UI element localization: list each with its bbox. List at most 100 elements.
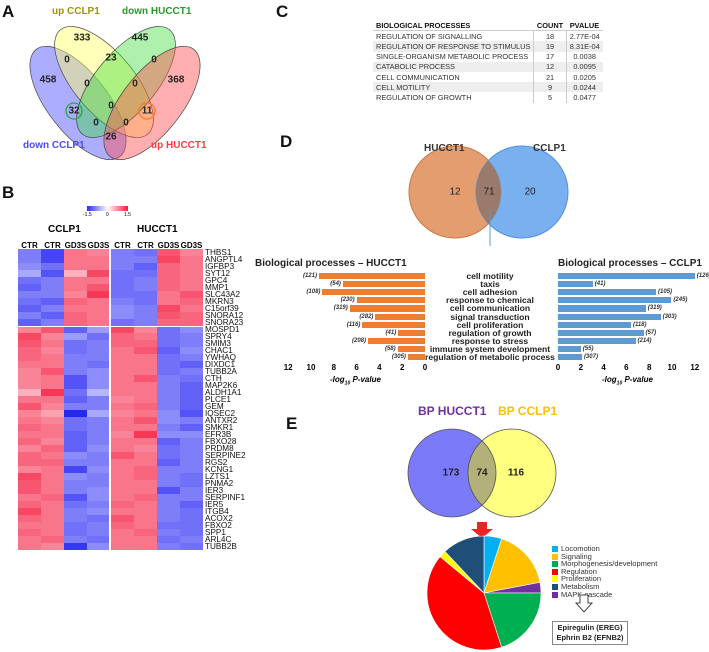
venn-a-count: 368 — [167, 74, 185, 86]
heatmap-cell — [64, 270, 87, 277]
venn-d-count: 71 — [483, 186, 495, 198]
venn-a-count: 0 — [132, 78, 138, 90]
heatmap-cell — [18, 508, 41, 515]
table-cell: 12 — [533, 61, 567, 72]
heatmap-cell — [180, 298, 203, 305]
gene-label: ITGB4 — [205, 507, 229, 516]
heatmap-cell — [64, 319, 87, 326]
legend-item: MAPK cascade — [552, 590, 612, 599]
xlabel-text: P-value — [350, 375, 381, 384]
bar-count-label: (55) — [582, 345, 594, 352]
heatmap-cell — [157, 445, 180, 452]
heatmap-cell — [87, 487, 110, 494]
heatmap-cell — [134, 347, 157, 354]
heatmap-cell — [18, 480, 41, 487]
heatmap-cell — [134, 256, 157, 263]
heatmap-cell — [18, 270, 41, 277]
heatmap-cell — [180, 459, 203, 466]
heatmap-cell — [41, 319, 64, 326]
heatmap-cell — [18, 291, 41, 298]
venn-a-label-up-hucct1: up HUCCT1 — [151, 140, 207, 151]
heatmap-cell — [64, 529, 87, 536]
heatmap-cell — [180, 445, 203, 452]
heatmap-cell — [87, 466, 110, 473]
legend-label: Signaling — [561, 551, 592, 561]
heatmap-cell — [64, 515, 87, 522]
pie-chart — [426, 535, 542, 651]
heatmap-cell — [111, 508, 134, 515]
heatmap-cell — [180, 417, 203, 424]
bar-cclp1 — [558, 289, 657, 296]
heatmap-cell — [134, 361, 157, 368]
heatmap-cell — [180, 389, 203, 396]
heatmap-cell — [64, 459, 87, 466]
venn-e-label-cclp1: BP CCLP1 — [498, 404, 558, 418]
x-tick-label: 10 — [306, 363, 316, 372]
gene-ereg: Epiregulin (EREG) — [557, 623, 623, 632]
heatmap-cell — [111, 417, 134, 424]
heatmap-divider — [18, 326, 203, 327]
heatmap-cell — [157, 396, 180, 403]
heatmap-cell — [134, 389, 157, 396]
heatmap-cell — [180, 529, 203, 536]
heatmap-cell — [41, 284, 64, 291]
heatmap-cell — [87, 291, 110, 298]
heatmap-cell — [87, 333, 110, 340]
table-row: REGULATION OF SIGNALLING 18 2.77E-04 — [373, 30, 603, 42]
heatmap-cell — [180, 501, 203, 508]
category-label: cell adhesion — [462, 287, 518, 298]
bar-count-label: (105) — [658, 289, 673, 296]
heatmap-cell — [157, 417, 180, 424]
heatmap-cell — [18, 319, 41, 326]
heatmap-cell — [41, 291, 64, 298]
heatmap-cell — [41, 305, 64, 312]
heatmap-cell — [180, 452, 203, 459]
heatmap-cell — [41, 396, 64, 403]
bar-cclp1 — [558, 273, 695, 280]
gene-label: PLCE1 — [205, 395, 231, 404]
heatmap-cell — [18, 529, 41, 536]
heatmap-cell — [64, 403, 87, 410]
heatmap-cell — [180, 319, 203, 326]
gene-label: PRDM8 — [205, 444, 234, 453]
heatmap-cell — [64, 298, 87, 305]
xlabel-sub: 10 — [344, 380, 351, 387]
heatmap-cell — [18, 466, 41, 473]
heatmap-cell — [18, 256, 41, 263]
bar-cclp1 — [558, 313, 661, 320]
heatmap-cell — [157, 354, 180, 361]
venn-a-diagram — [29, 26, 201, 161]
venn-a-count: 0 — [84, 78, 90, 90]
heatmap-cell — [134, 487, 157, 494]
heatmap-cell — [41, 466, 64, 473]
heatmap-cell — [64, 256, 87, 263]
x-tick-label: 12 — [283, 363, 293, 372]
scale-min: -1.5 — [83, 212, 92, 218]
venn-d-count: 20 — [524, 186, 536, 198]
heatmap-group-cclp1: CCLP1 — [48, 224, 81, 235]
heatmap-cell — [64, 536, 87, 543]
bar-cclp1 — [558, 345, 581, 353]
heatmap-cell — [111, 361, 134, 368]
heatmap-cell — [18, 326, 41, 333]
heatmap-cell — [64, 487, 87, 494]
table-cell: 0.0205 — [565, 71, 603, 83]
heatmap-cell — [180, 424, 203, 431]
heatmap-cell — [157, 375, 180, 382]
heatmap-cell — [64, 277, 87, 284]
heatmap-cell — [180, 487, 203, 494]
heatmap-cell — [41, 389, 64, 396]
bar-hucct1 — [398, 329, 425, 336]
heatmap-cell — [111, 452, 134, 459]
heatmap-cell — [18, 396, 41, 403]
heatmap-cell — [157, 340, 180, 347]
heatmap-cell — [111, 249, 134, 256]
table-cell: REGULATION OF RESPONSE TO STIMULUS — [373, 41, 534, 52]
heatmap-cell — [157, 452, 180, 459]
heatmap-cell — [180, 522, 203, 529]
heatmap-cell — [111, 396, 134, 403]
gene-label: MMP1 — [205, 283, 229, 292]
heatmap-cell — [18, 515, 41, 522]
venn-d-label-hucct1: HUCCT1 — [424, 143, 465, 154]
heatmap-cell — [157, 466, 180, 473]
